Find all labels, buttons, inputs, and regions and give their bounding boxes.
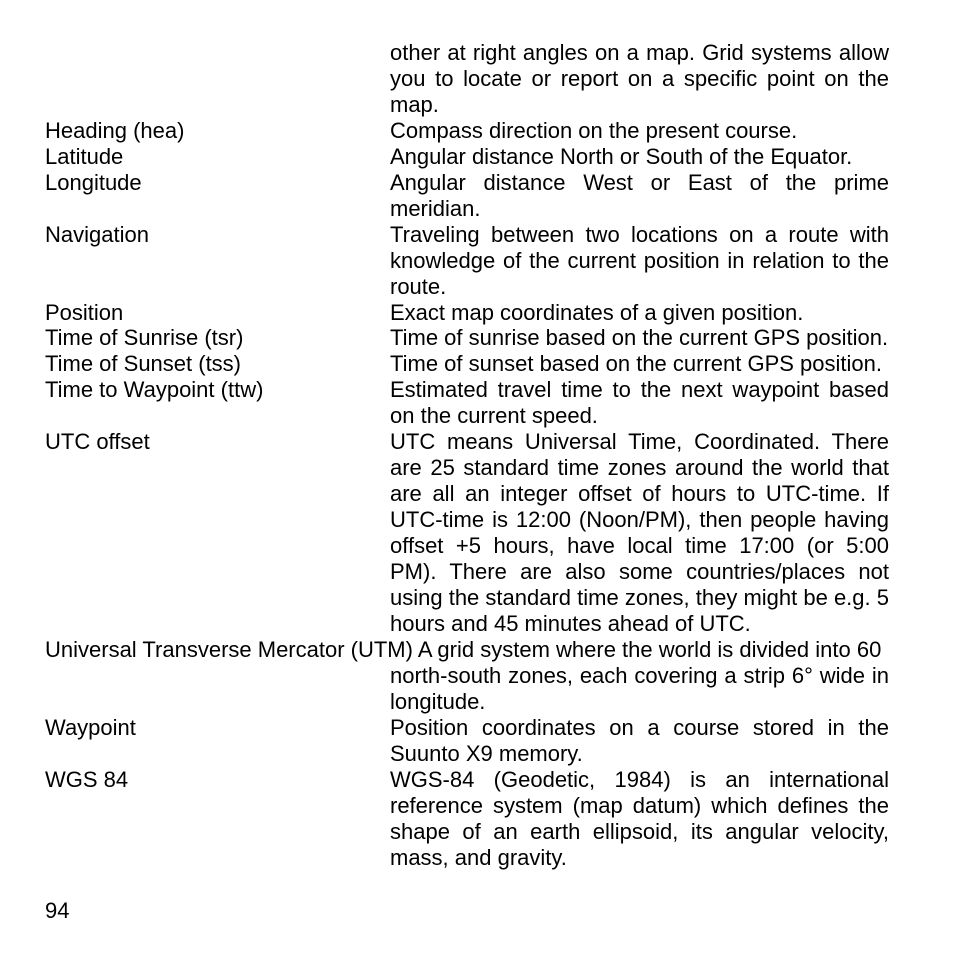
- glossary-definition: Position coordinates on a course stored …: [390, 715, 889, 767]
- glossary-entry: Heading (hea)Compass direction on the pr…: [45, 118, 889, 144]
- glossary-entry: NavigationTraveling between two location…: [45, 222, 889, 300]
- page-number: 94: [45, 898, 69, 924]
- glossary-definition: Exact map coordinates of a given positio…: [390, 300, 889, 326]
- glossary-entries: other at right angles on a map. Grid sys…: [45, 40, 889, 871]
- glossary-term: Navigation: [45, 222, 390, 248]
- glossary-term: UTC offset: [45, 429, 390, 455]
- glossary-term: Latitude: [45, 144, 390, 170]
- glossary-definition: Time of sunset based on the current GPS …: [390, 351, 889, 377]
- glossary-definition-rest: north-south zones, each covering a strip…: [390, 663, 889, 715]
- glossary-term: Position: [45, 300, 390, 326]
- glossary-entry: WGS 84WGS-84 (Geodetic, 1984) is an inte…: [45, 767, 889, 871]
- glossary-definition: other at right angles on a map. Grid sys…: [390, 40, 889, 118]
- glossary-definition-first: A grid system where the world is divided…: [413, 637, 881, 662]
- glossary-entry: PositionExact map coordinates of a given…: [45, 300, 889, 326]
- glossary-term: Waypoint: [45, 715, 390, 741]
- glossary-definition: Time of sunrise based on the current GPS…: [390, 325, 889, 351]
- glossary-entry: UTC offsetUTC means Universal Time, Coor…: [45, 429, 889, 637]
- glossary-entry: Time of Sunrise (tsr)Time of sunrise bas…: [45, 325, 889, 351]
- glossary-entry: Time to Waypoint (ttw)Estimated travel t…: [45, 377, 889, 429]
- glossary-term: Longitude: [45, 170, 390, 196]
- glossary-definition: Traveling between two locations on a rou…: [390, 222, 889, 300]
- glossary-term: Time of Sunset (tss): [45, 351, 390, 377]
- glossary-entry: Time of Sunset (tss)Time of sunset based…: [45, 351, 889, 377]
- glossary-definition: WGS-84 (Geodetic, 1984) is an internatio…: [390, 767, 889, 871]
- glossary-definition: Angular distance West or East of the pri…: [390, 170, 889, 222]
- glossary-term: Universal Transverse Mercator (UTM): [45, 637, 413, 662]
- glossary-term: WGS 84: [45, 767, 390, 793]
- entry-first-line: Universal Transverse Mercator (UTM) A gr…: [45, 637, 889, 663]
- glossary-definition: UTC means Universal Time, Coordinated. T…: [390, 429, 889, 637]
- glossary-definition: Compass direction on the present course.: [390, 118, 889, 144]
- glossary-entry: other at right angles on a map. Grid sys…: [45, 40, 889, 118]
- glossary-entry: LongitudeAngular distance West or East o…: [45, 170, 889, 222]
- glossary-term: Time to Waypoint (ttw): [45, 377, 390, 403]
- glossary-definition: Angular distance North or South of the E…: [390, 144, 889, 170]
- glossary-definition: Estimated travel time to the next waypoi…: [390, 377, 889, 429]
- glossary-term: Time of Sunrise (tsr): [45, 325, 390, 351]
- glossary-entry: LatitudeAngular distance North or South …: [45, 144, 889, 170]
- glossary-entry: Universal Transverse Mercator (UTM) A gr…: [45, 637, 889, 715]
- glossary-entry: WaypointPosition coordinates on a course…: [45, 715, 889, 767]
- glossary-term: Heading (hea): [45, 118, 390, 144]
